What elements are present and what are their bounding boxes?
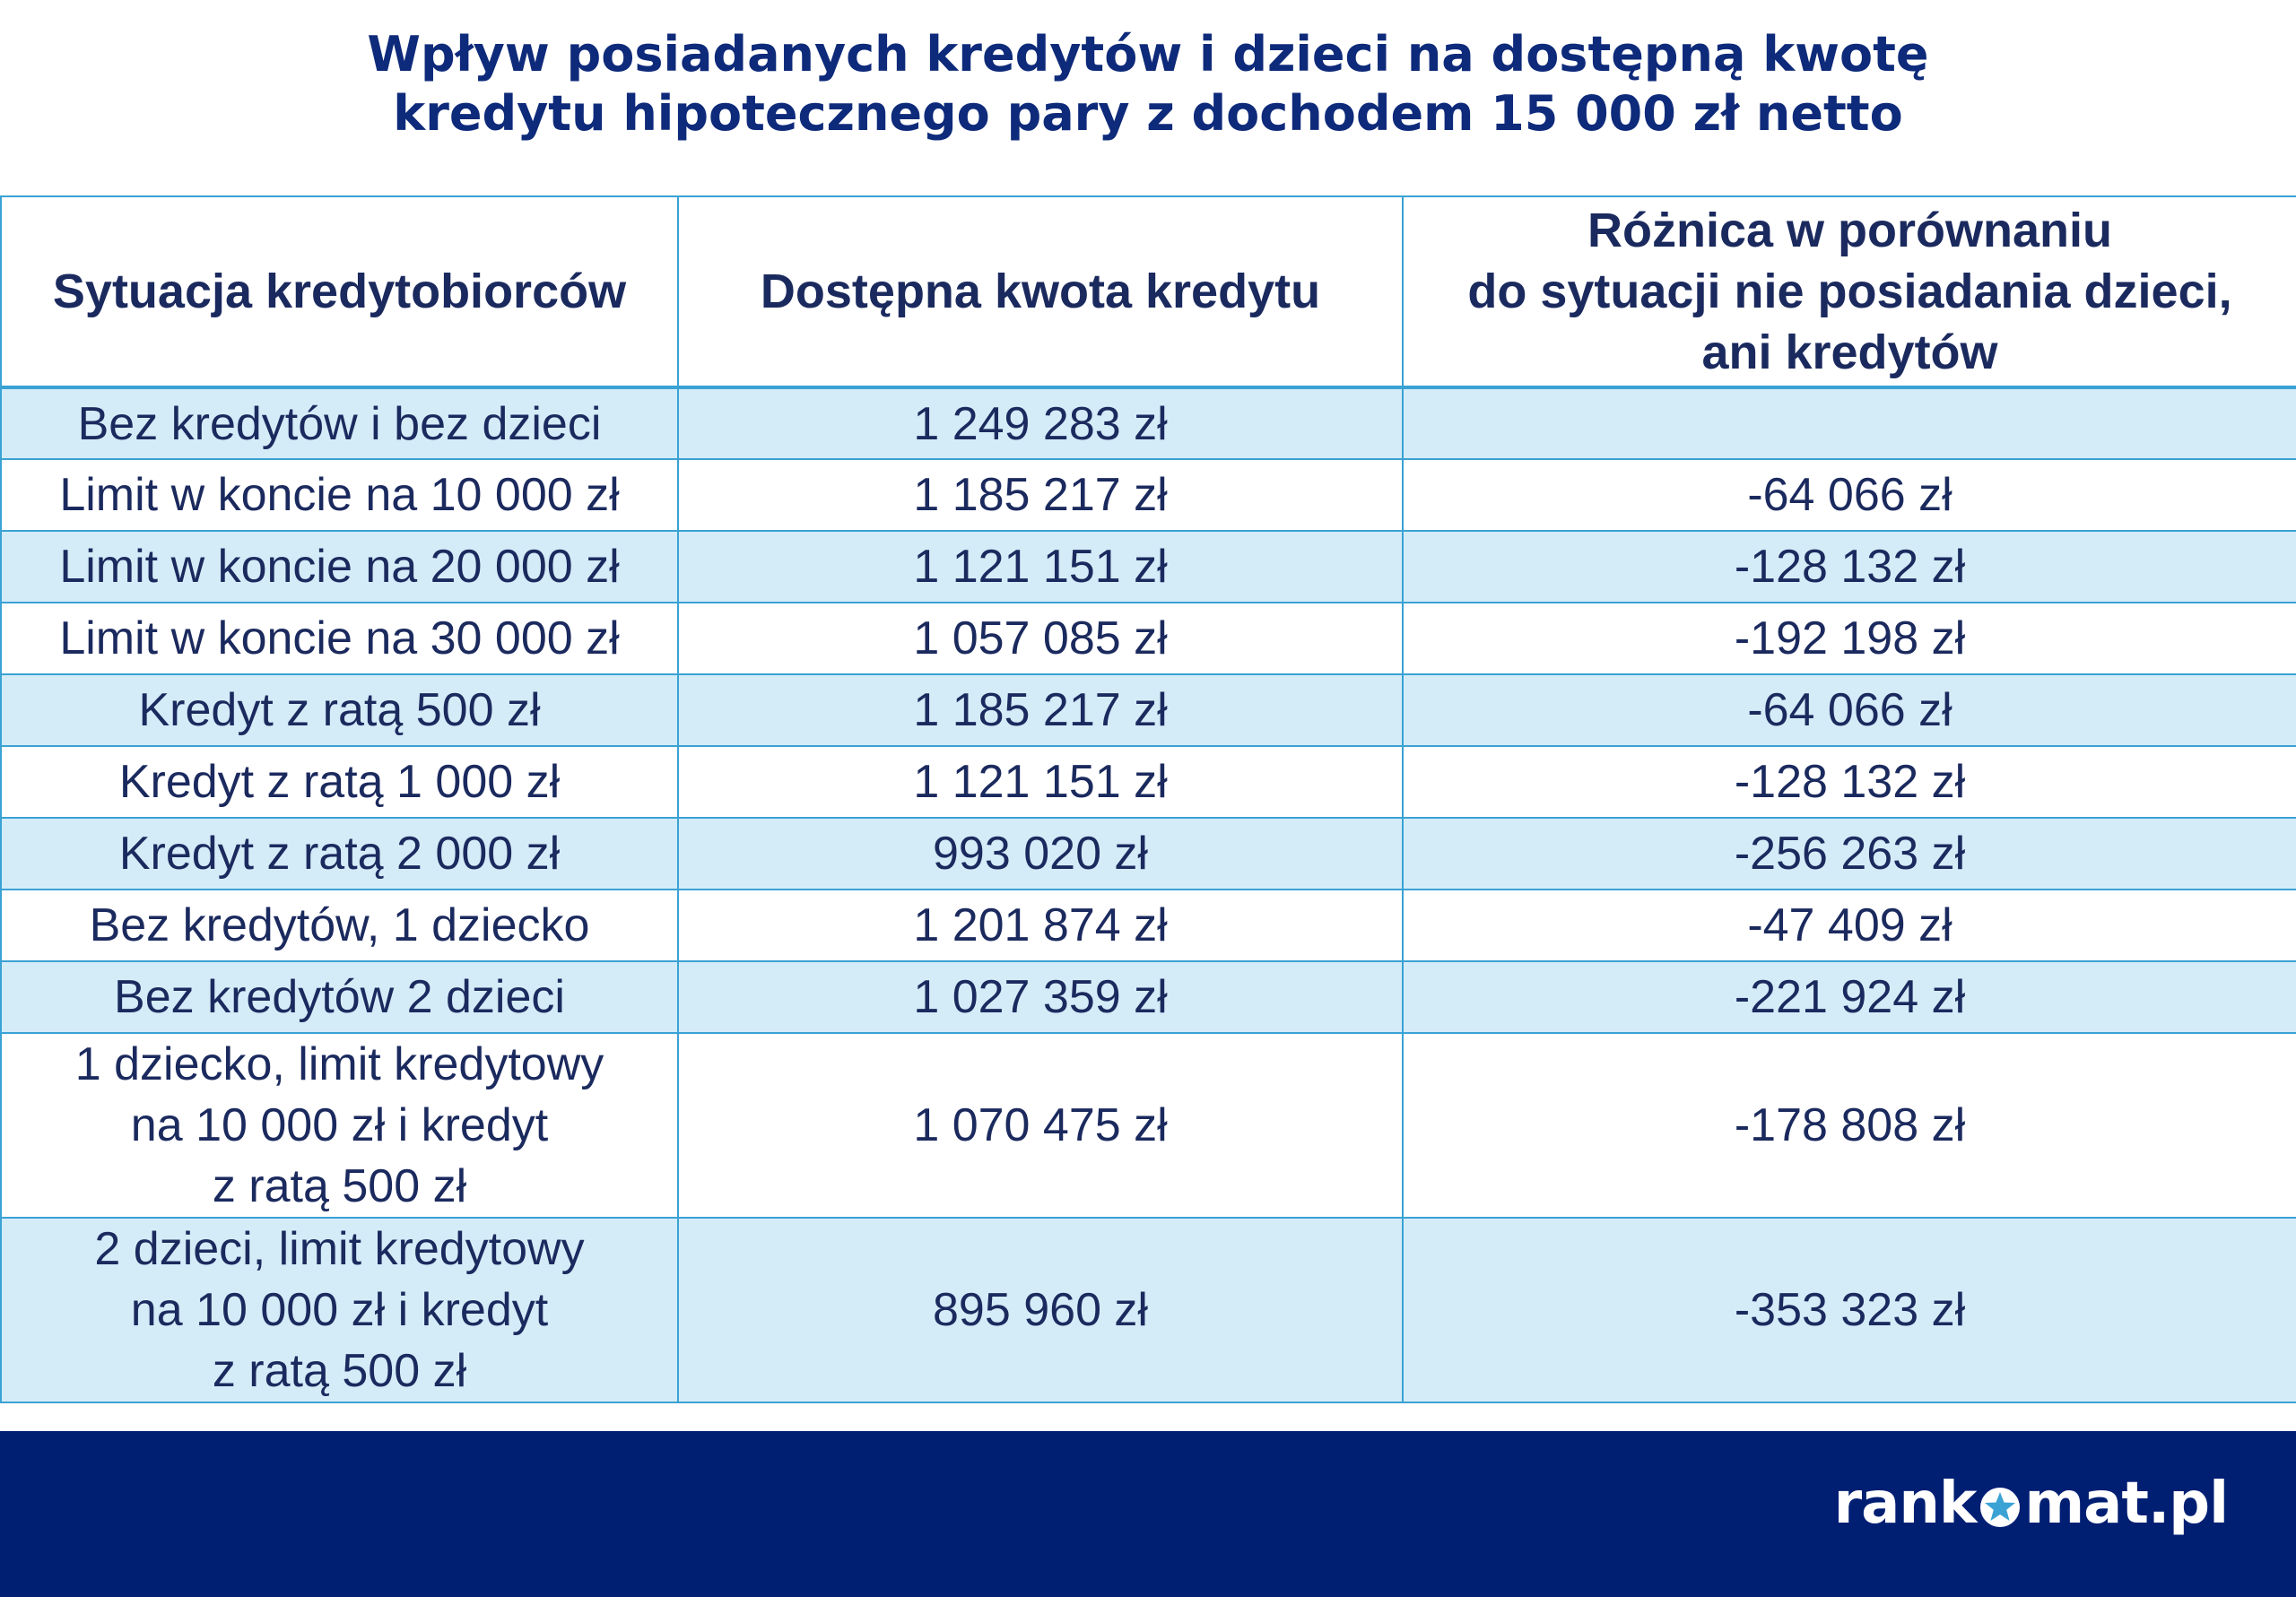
cell-amount: 1 249 283 zł (677, 386, 1404, 460)
situation-line: z ratą 500 zł (212, 1160, 467, 1212)
star-in-circle-icon (1980, 1488, 2021, 1527)
cell-difference: -64 066 zł (1402, 673, 2296, 747)
cell-amount: 1 027 359 zł (677, 960, 1404, 1034)
cell-situation: Limit w koncie na 20 000 zł (0, 530, 679, 603)
cell-difference: -128 132 zł (1402, 745, 2296, 819)
table-body: Bez kredytów i bez dzieci 1 249 283 zł Lim… (0, 386, 2296, 1403)
situation-line: Kredyt z ratą 500 zł (138, 684, 541, 736)
cell-situation: Limit w koncie na 10 000 zł (0, 458, 679, 532)
cell-difference: -64 066 zł (1402, 458, 2296, 532)
cell-difference (1402, 386, 2296, 460)
table-row: Bez kredytów 2 dzieci 1 027 359 zł -221 92… (0, 960, 2296, 1034)
table-row: Kredyt z ratą 2 000 zł 993 020 zł -256 263… (0, 817, 2296, 890)
situation-line: 2 dzieci, limit kredytowy (94, 1223, 585, 1275)
situation-line: Kredyt z ratą 2 000 zł (118, 828, 561, 880)
cell-situation: Limit w koncie na 30 000 zł (0, 602, 679, 675)
situation-line: z ratą 500 zł (212, 1345, 467, 1397)
cell-situation: 1 dziecko, limit kredytowy na 10 000 zł i… (0, 1032, 679, 1219)
situation-line: na 10 000 zł i kredyt (130, 1099, 549, 1151)
cell-difference: -192 198 zł (1402, 602, 2296, 675)
situation-line: 1 dziecko, limit kredytowy (74, 1038, 604, 1090)
table-row: Kredyt z ratą 1 000 zł 1 121 151 zł -128 1… (0, 745, 2296, 819)
credit-table: Sytuacja kredytobiorców Dostępna kwota k… (0, 195, 2296, 1403)
situation-line: Limit w koncie na 30 000 zł (59, 612, 620, 664)
footer-bar: rank mat.pl (0, 1431, 2296, 1597)
cell-difference: -256 263 zł (1402, 817, 2296, 890)
cell-amount: 1 201 874 zł (677, 889, 1404, 962)
header-difference-line: Różnica w porównaniu (1587, 204, 2112, 257)
cell-amount: 1 185 217 zł (677, 673, 1404, 747)
table-row: Bez kredytów, 1 dziecko 1 201 874 zł -47 4… (0, 889, 2296, 962)
situation-line: Bez kredytów, 1 dziecko (89, 899, 590, 951)
cell-difference: -221 924 zł (1402, 960, 2296, 1034)
situation-line: Limit w koncie na 10 000 zł (59, 469, 620, 521)
table-row: Kredyt z ratą 500 zł 1 185 217 zł -64 066 … (0, 673, 2296, 747)
cell-difference: -178 808 zł (1402, 1032, 2296, 1219)
table-header-row: Sytuacja kredytobiorców Dostępna kwota k… (0, 195, 2296, 389)
logo-text-left: rank (1833, 1471, 1978, 1537)
header-situation: Sytuacja kredytobiorców (0, 195, 679, 389)
cell-situation: Bez kredytów 2 dzieci (0, 960, 679, 1034)
situation-line: Bez kredytów 2 dzieci (114, 971, 565, 1023)
header-difference-line: do sytuacji nie posiadania dzieci, (1467, 265, 2232, 318)
chart-title-line-2: kredytu hipotecznego pary z dochodem 15 … (393, 85, 1903, 142)
table-row: Limit w koncie na 30 000 zł 1 057 085 zł -… (0, 602, 2296, 675)
header-difference-line: ani kredytów (1701, 325, 1998, 379)
cell-situation: Bez kredytów, 1 dziecko (0, 889, 679, 962)
chart-title-line-1: Wpływ posiadanych kredytów i dzieci na d… (367, 26, 1929, 82)
situation-line: na 10 000 zł i kredyt (130, 1284, 549, 1336)
chart-title: Wpływ posiadanych kredytów i dzieci na d… (0, 25, 2296, 143)
cell-situation: Kredyt z ratą 500 zł (0, 673, 679, 747)
cell-situation: Kredyt z ratą 2 000 zł (0, 817, 679, 890)
table-row: 2 dzieci, limit kredytowy na 10 000 zł i … (0, 1217, 2296, 1403)
cell-situation: Kredyt z ratą 1 000 zł (0, 745, 679, 819)
cell-amount: 1 185 217 zł (677, 458, 1404, 532)
cell-amount: 1 057 085 zł (677, 602, 1404, 675)
table-row: Limit w koncie na 10 000 zł 1 185 217 zł -… (0, 458, 2296, 532)
table-row: 1 dziecko, limit kredytowy na 10 000 zł i… (0, 1032, 2296, 1219)
cell-amount: 1 121 151 zł (677, 530, 1404, 603)
cell-situation: 2 dzieci, limit kredytowy na 10 000 zł i … (0, 1217, 679, 1403)
cell-situation: Bez kredytów i bez dzieci (0, 386, 679, 460)
cell-amount: 1 070 475 zł (677, 1032, 1404, 1219)
table-row: Limit w koncie na 20 000 zł 1 121 151 zł -… (0, 530, 2296, 603)
header-amount: Dostępna kwota kredytu (677, 195, 1404, 389)
logo-text-right: mat.pl (2024, 1471, 2229, 1537)
header-difference: Różnica w porównaniu do sytuacji nie pos… (1402, 195, 2296, 389)
cell-difference: -47 409 zł (1402, 889, 2296, 962)
table-row: Bez kredytów i bez dzieci 1 249 283 zł (0, 386, 2296, 460)
cell-difference: -128 132 zł (1402, 530, 2296, 603)
situation-line: Limit w koncie na 20 000 zł (59, 541, 620, 593)
cell-amount: 1 121 151 zł (677, 745, 1404, 819)
rankomat-logo: rank mat.pl (1833, 1471, 2229, 1537)
cell-amount: 993 020 zł (677, 817, 1404, 890)
cell-amount: 895 960 zł (677, 1217, 1404, 1403)
cell-difference: -353 323 zł (1402, 1217, 2296, 1403)
situation-line: Kredyt z ratą 1 000 zł (118, 756, 561, 808)
situation-line: Bez kredytów i bez dzieci (77, 397, 602, 450)
